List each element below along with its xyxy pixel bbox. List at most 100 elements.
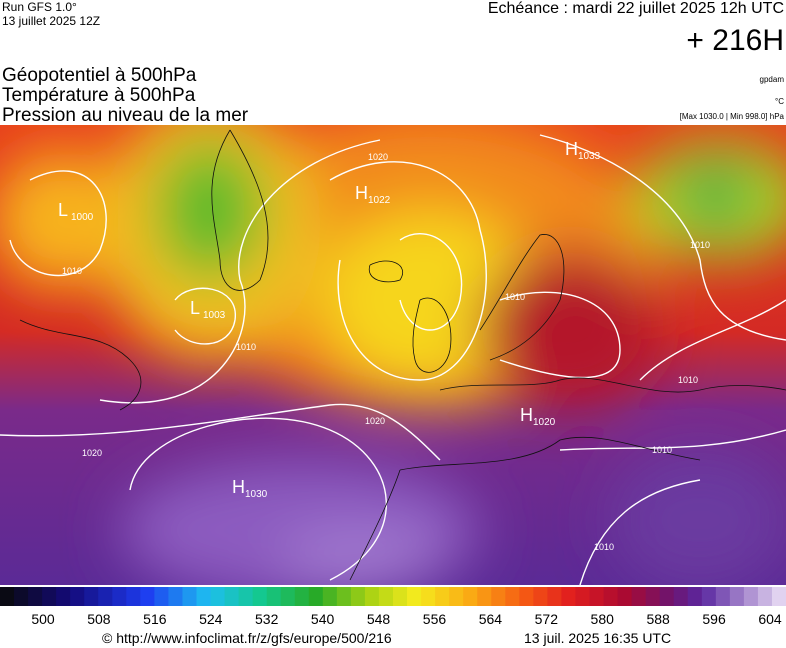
colorbar-label: 564 bbox=[479, 611, 503, 627]
isobar-label: 1010 bbox=[690, 240, 710, 250]
colorbar-swatch bbox=[294, 587, 310, 606]
isobar-label: 1010 bbox=[678, 375, 698, 385]
isobar-label: 1010 bbox=[62, 266, 82, 276]
isobar-label: 1020 bbox=[82, 448, 102, 458]
field-title: Géopotentiel à 500hPa bbox=[2, 65, 197, 86]
colorbar-swatch bbox=[435, 587, 450, 606]
colorbar-label: 540 bbox=[311, 611, 335, 627]
colorbar-swatch bbox=[210, 587, 226, 606]
colorbar-label: 508 bbox=[87, 611, 111, 627]
colorbar-swatch bbox=[98, 587, 113, 606]
field-title: Pression au niveau de la mer bbox=[2, 105, 249, 126]
colorbar-swatch bbox=[393, 587, 408, 606]
colorbar-swatch bbox=[112, 587, 127, 606]
isobar-label: 1020 bbox=[365, 416, 385, 426]
colorbar-swatch bbox=[687, 587, 703, 606]
colorbar-swatch bbox=[154, 587, 169, 606]
run-date: 13 juillet 2025 12Z bbox=[2, 14, 100, 28]
colorbar-swatch bbox=[196, 587, 212, 606]
run-label: Run GFS 1.0° bbox=[2, 0, 77, 14]
field-title: Température à 500hPa bbox=[2, 85, 196, 106]
colorbar-swatch bbox=[0, 587, 15, 606]
center-letter: H bbox=[232, 477, 245, 497]
colorbar-label: 532 bbox=[255, 611, 279, 627]
colorbar-swatch bbox=[14, 587, 29, 606]
colorbar-swatch bbox=[449, 587, 464, 606]
colorbar-label: 604 bbox=[758, 611, 782, 627]
colorbar-label: 556 bbox=[423, 611, 447, 627]
colorbar-label: 500 bbox=[31, 611, 55, 627]
center-value: 1033 bbox=[578, 151, 601, 162]
colorbar-label: 516 bbox=[143, 611, 167, 627]
coastlines bbox=[19, 129, 786, 581]
colorbar-swatch bbox=[589, 587, 605, 606]
unit: gpdam bbox=[760, 75, 785, 84]
colorbar-swatch bbox=[224, 587, 240, 606]
colorbar-swatch bbox=[519, 587, 534, 606]
colorbar-swatch bbox=[42, 587, 57, 606]
isobar-label: 1010 bbox=[236, 342, 256, 352]
colorbar-swatch bbox=[168, 587, 183, 606]
colorbar-swatch bbox=[729, 587, 745, 606]
colorbar-swatch bbox=[757, 587, 773, 606]
colorbar-swatch bbox=[336, 587, 352, 606]
center-value: 1022 bbox=[368, 195, 391, 206]
colorbar: 500 508 516 524 532 540 548 556 564 572 580 588 596 6… bbox=[0, 587, 786, 627]
colorbar-swatch bbox=[477, 587, 492, 606]
source-url: © http://www.infoclimat.fr/z/gfs/europe/… bbox=[102, 630, 392, 646]
isobar-label: 1010 bbox=[505, 292, 525, 302]
colorbar-swatch bbox=[575, 587, 590, 606]
colorbar-swatch bbox=[56, 587, 71, 606]
colorbar-swatch bbox=[715, 587, 731, 606]
colorbar-swatch bbox=[378, 587, 394, 606]
echeance: Echéance : mardi 22 juillet 2025 12h UTC bbox=[488, 0, 784, 17]
colorbar-swatch bbox=[617, 587, 633, 606]
colorbar-swatch bbox=[140, 587, 155, 606]
colorbar-swatch bbox=[364, 587, 380, 606]
center-letter: H bbox=[355, 183, 368, 203]
colorbar-label: 572 bbox=[535, 611, 559, 627]
colorbar-swatch bbox=[533, 587, 548, 606]
colorbar-swatch bbox=[631, 587, 647, 606]
center-value: 1000 bbox=[71, 212, 94, 223]
isobars bbox=[0, 134, 786, 585]
isobar-label: 1020 bbox=[368, 152, 388, 162]
colorbar-swatch bbox=[182, 587, 197, 606]
colorbar-swatch bbox=[673, 587, 689, 606]
colorbar-swatch bbox=[70, 587, 85, 606]
colorbar-label: 580 bbox=[591, 611, 615, 627]
center-value: 1030 bbox=[245, 489, 268, 500]
center-letter: H bbox=[520, 405, 533, 425]
colorbar-swatch bbox=[505, 587, 520, 606]
colorbar-swatch bbox=[350, 587, 366, 606]
colorbar-swatch bbox=[308, 587, 324, 606]
colorbar-swatch bbox=[547, 587, 562, 606]
isobar-label: 1010 bbox=[652, 445, 672, 455]
colorbar-swatch bbox=[407, 587, 422, 606]
colorbar-label: 524 bbox=[199, 611, 223, 627]
colorbar-swatch bbox=[280, 587, 296, 606]
colorbar-swatch bbox=[491, 587, 506, 606]
colorbar-swatch bbox=[266, 587, 282, 606]
unit: °C bbox=[775, 97, 784, 106]
colorbar-swatch bbox=[771, 587, 786, 606]
colorbar-swatch bbox=[84, 587, 99, 606]
colorbar-swatch bbox=[701, 587, 717, 606]
colorbar-swatch bbox=[252, 587, 268, 606]
center-letter: L bbox=[58, 200, 68, 220]
center-letter: H bbox=[565, 139, 578, 159]
center-value: 1020 bbox=[533, 417, 556, 428]
colorbar-swatch bbox=[28, 587, 43, 606]
colorbar-swatch bbox=[561, 587, 576, 606]
center-letter: L bbox=[190, 298, 200, 318]
unit: [Max 1030.0 | Min 998.0] hPa bbox=[680, 112, 785, 121]
colorbar-swatch bbox=[603, 587, 619, 606]
colorbar-label: 548 bbox=[367, 611, 391, 627]
colorbar-swatch bbox=[743, 587, 759, 606]
colorbar-swatch bbox=[126, 587, 141, 606]
colorbar-swatch bbox=[238, 587, 254, 606]
isobar-label: 1010 bbox=[594, 542, 614, 552]
